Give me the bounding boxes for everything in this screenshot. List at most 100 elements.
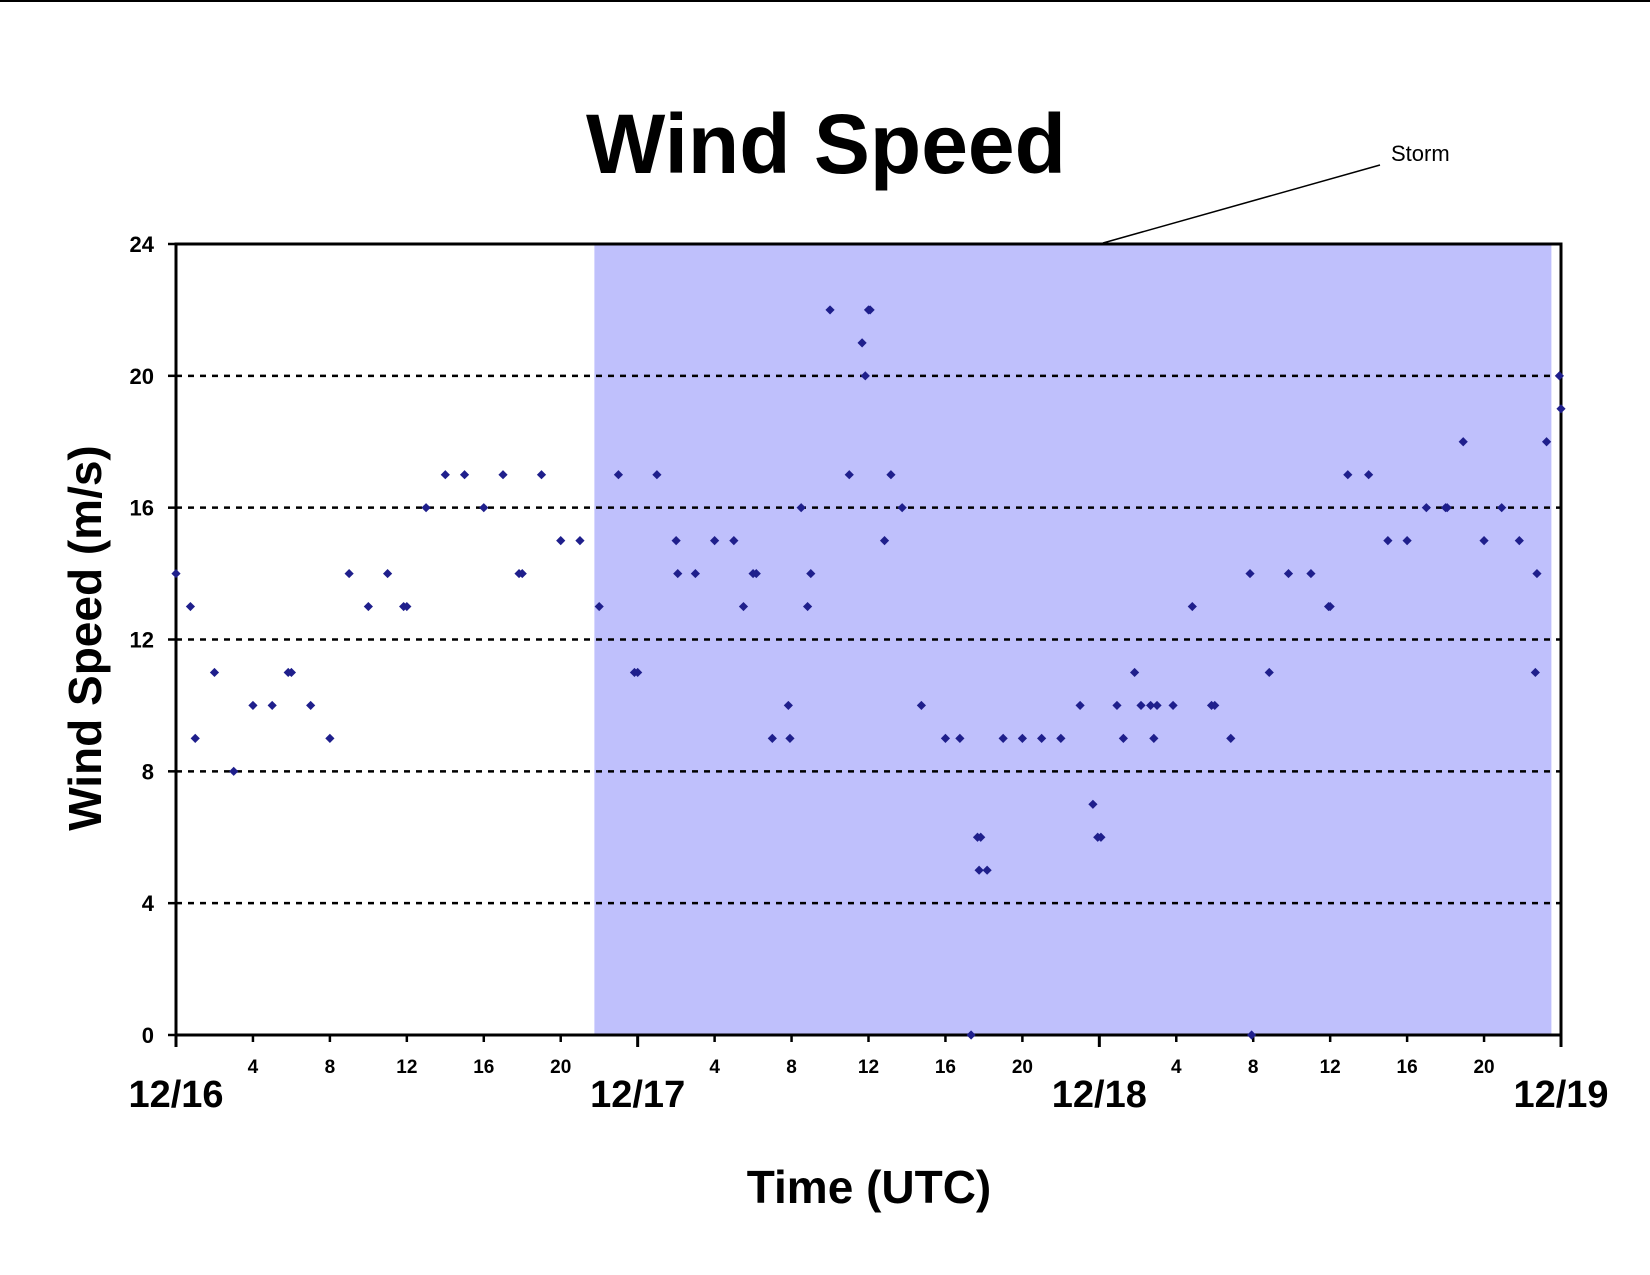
x-tick-label: 16 (1397, 1057, 1418, 1078)
data-point (982, 865, 992, 875)
data-point (652, 470, 662, 480)
data-point (1056, 733, 1066, 743)
data-point (673, 568, 683, 579)
x-tick-label: 16 (935, 1057, 956, 1078)
data-point (897, 503, 907, 513)
data-point (974, 865, 984, 875)
data-point (1149, 733, 1159, 743)
data-point (860, 371, 870, 381)
data-point (1264, 667, 1274, 678)
x-tick-label: 16 (473, 1057, 494, 1078)
data-point (738, 601, 749, 612)
data-point (1402, 536, 1412, 546)
data-point (498, 470, 508, 480)
data-point (1136, 700, 1146, 711)
x-tick-label: 20 (550, 1057, 571, 1078)
data-point (751, 568, 761, 579)
date-label: 12/17 (590, 1074, 685, 1116)
data-point (1556, 404, 1566, 414)
data-point (1383, 536, 1393, 546)
x-tick-label: 12 (396, 1057, 417, 1078)
y-tick-label: 16 (130, 496, 154, 521)
data-point (1075, 700, 1085, 711)
data-point (783, 700, 793, 711)
data-point (729, 536, 739, 546)
data-point (306, 700, 316, 711)
data-point (865, 305, 875, 315)
data-point (286, 667, 297, 678)
x-tick-label: 8 (325, 1057, 336, 1078)
data-point (479, 503, 489, 513)
data-point (1442, 503, 1452, 513)
data-point (325, 733, 335, 743)
data-point (613, 470, 624, 480)
data-point (1226, 733, 1236, 743)
y-tick-label: 24 (130, 232, 155, 257)
data-point (209, 667, 220, 678)
data-point (1118, 733, 1128, 743)
data-point (267, 700, 277, 711)
x-tick-label: 12 (1320, 1057, 1341, 1078)
data-point (344, 568, 354, 579)
y-tick-label: 0 (142, 1023, 154, 1048)
data-point (976, 832, 986, 842)
y-tick-label: 12 (130, 628, 154, 653)
data-point (363, 601, 373, 612)
data-point (1152, 700, 1162, 711)
data-point (998, 733, 1008, 743)
data-point (536, 470, 547, 480)
data-point (1088, 799, 1098, 809)
data-point (844, 470, 854, 480)
data-point (796, 503, 806, 513)
y-tick-label: 4 (142, 891, 155, 916)
data-point (785, 733, 795, 743)
data-point (886, 470, 896, 480)
x-tick-label: 8 (786, 1057, 797, 1078)
data-point (710, 536, 720, 546)
y-axis-label: Wind Speed (m/s) (59, 445, 111, 831)
data-point (1479, 536, 1489, 546)
data-point (440, 470, 450, 480)
data-point (1245, 568, 1255, 579)
storm-annotation-line (1102, 164, 1381, 244)
data-point (806, 568, 816, 579)
data-point (1514, 536, 1524, 546)
data-point (1554, 371, 1564, 381)
data-point (1458, 437, 1468, 447)
data-point (857, 338, 867, 348)
storm-shaded-region (594, 244, 1552, 1035)
data-point (1210, 700, 1220, 711)
x-tick-label: 4 (248, 1057, 259, 1078)
chart-title: Wind Speed (586, 97, 1066, 191)
data-point (1306, 568, 1316, 579)
data-point (1421, 503, 1431, 513)
data-point (517, 568, 527, 579)
data-point (1037, 733, 1047, 743)
data-point (1497, 503, 1507, 513)
x-tick-label: 4 (709, 1057, 720, 1078)
date-label: 12/16 (128, 1074, 223, 1116)
data-point (966, 1030, 976, 1040)
data-point (248, 700, 258, 711)
storm-annotation-label: Storm (1391, 141, 1450, 166)
y-tick-label: 8 (142, 759, 154, 784)
x-tick-label: 20 (1473, 1057, 1494, 1078)
data-point (1325, 601, 1335, 612)
data-point (1168, 700, 1178, 711)
data-point (916, 700, 926, 711)
data-point (1017, 733, 1027, 743)
data-point (1129, 667, 1140, 678)
data-point (633, 667, 643, 678)
x-tick-label: 12 (858, 1057, 879, 1078)
data-point (171, 568, 181, 579)
y-tick-label: 20 (130, 364, 154, 389)
data-point (1096, 832, 1106, 842)
data-point (690, 568, 700, 579)
data-point (1343, 470, 1353, 480)
data-point (940, 733, 951, 743)
data-point (1283, 568, 1294, 579)
date-label: 12/19 (1513, 1074, 1608, 1116)
data-point (802, 601, 813, 612)
data-point (671, 536, 681, 546)
